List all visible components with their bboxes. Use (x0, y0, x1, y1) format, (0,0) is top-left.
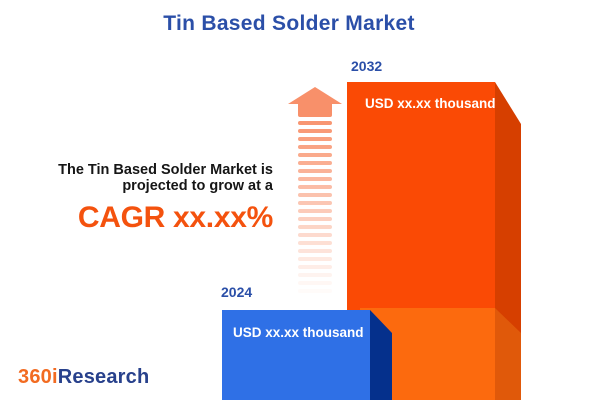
logo-part-research: Research (57, 366, 150, 388)
description-line-1: The Tin Based Solder Market is (58, 162, 273, 178)
bar-2024-value-label: USD xx.xx thousand (233, 325, 364, 340)
arrow-neck (298, 104, 332, 117)
description-line-2: projected to grow at a (122, 178, 273, 194)
bar-2024-side-face (370, 310, 392, 400)
page-title: Tin Based Solder Market (163, 12, 415, 35)
bar-2024-front-face (222, 310, 370, 400)
arrow-head-icon (288, 87, 342, 104)
description-block: The Tin Based Solder Market is projected… (0, 162, 273, 235)
growth-arrow-icon (288, 87, 342, 297)
arrow-fading-stripes (298, 121, 332, 293)
logo-part-360i: 360i (18, 366, 58, 388)
logo: 360iResearch (18, 366, 149, 389)
cagr-value: CAGR xx.xx% (77, 201, 273, 234)
bar-2032-year-label: 2032 (351, 58, 383, 74)
bar-2024-year-label: 2024 (221, 284, 253, 300)
bar-2032-value-label: USD xx.xx thousand (365, 96, 496, 111)
